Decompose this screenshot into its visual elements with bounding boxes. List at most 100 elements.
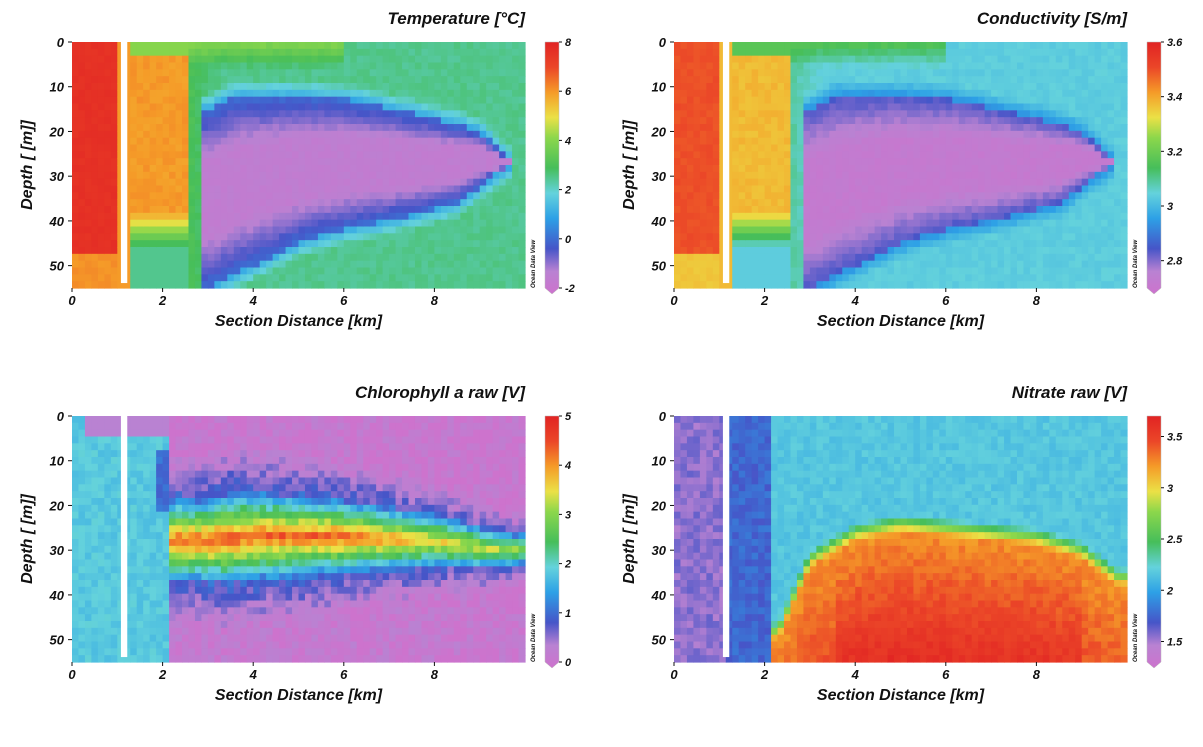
heatmap-cell [409,138,416,145]
heatmap-cell [706,117,713,124]
heatmap-cell [946,69,953,76]
heatmap-cell [350,90,357,97]
heatmap-cell [823,227,830,234]
heatmap-cell [706,220,713,227]
heatmap-cell [467,63,474,70]
heatmap-cell [1030,110,1037,117]
heatmap-cell [680,199,687,206]
heatmap-cell [311,179,318,186]
heatmap-cell [441,63,448,70]
heatmap-cell [260,220,267,227]
heatmap-cell [318,268,325,275]
heatmap-cell [881,254,888,261]
heatmap-cell [176,69,183,76]
heatmap-cell [1004,192,1011,199]
heatmap-cell [176,110,183,117]
heatmap-cell [758,240,765,247]
heatmap-cell [765,186,772,193]
heatmap-cell [758,206,765,213]
heatmap-cell [797,90,804,97]
heatmap-cell [939,42,946,49]
heatmap-cell [519,274,526,281]
heatmap-cell [98,131,105,138]
heatmap-cell [176,233,183,240]
heatmap-cell [195,172,202,179]
heatmap-cell [273,261,280,268]
heatmap-cell [855,131,862,138]
heatmap-cell [286,172,293,179]
heatmap-cell [907,145,914,152]
heatmap-cell [389,247,396,254]
heatmap-cell [972,233,979,240]
heatmap-cell [1043,69,1050,76]
heatmap-cell [1030,220,1037,227]
heatmap-cell [823,220,830,227]
heatmap-cell [318,138,325,145]
heatmap-cell [130,274,137,281]
heatmap-cell [965,49,972,56]
heatmap-cell [959,63,966,70]
heatmap-cell [1062,233,1069,240]
heatmap-cell [829,83,836,90]
heatmap-cell [1049,117,1056,124]
heatmap-cell [810,124,817,131]
heatmap-cell [1075,213,1082,220]
heatmap-cell [1023,145,1030,152]
heatmap-cell [344,110,351,117]
heatmap-cell [797,110,804,117]
heatmap-cell [85,206,92,213]
heatmap-cell [383,254,390,261]
heatmap-cell [1023,117,1030,124]
heatmap-cell [1023,104,1030,111]
heatmap-cell [389,220,396,227]
heatmap-cell [169,268,176,275]
heatmap-cell [991,240,998,247]
heatmap-cell [810,131,817,138]
heatmap-cell [985,124,992,131]
heatmap-cell [421,172,428,179]
heatmap-cell [823,104,830,111]
heatmap-cell [972,281,979,288]
heatmap-cell [143,179,150,186]
heatmap-cell [680,240,687,247]
heatmap-cell [506,192,513,199]
heatmap-cell [143,165,150,172]
heatmap-cell [376,69,383,76]
heatmap-cell [344,274,351,281]
heatmap-cell [208,97,215,104]
heatmap-cell [91,274,98,281]
heatmap-cell [311,199,318,206]
heatmap-cell [363,268,370,275]
heatmap-cell [816,76,823,83]
heatmap-cell [888,69,895,76]
heatmap-cell [195,151,202,158]
heatmap-cell [480,104,487,111]
heatmap-cell [1069,56,1076,63]
heatmap-cell [978,199,985,206]
heatmap-cell [499,69,506,76]
heatmap-cell [778,42,785,49]
heatmap-cell [816,158,823,165]
heatmap-cell [240,192,247,199]
heatmap-cell [1030,104,1037,111]
heatmap-cell [467,206,474,213]
heatmap-cell [732,117,739,124]
heatmap-cell [163,274,170,281]
heatmap-cell [506,281,513,288]
heatmap-cell [933,206,940,213]
heatmap-cell [998,145,1005,152]
heatmap-cell [156,165,163,172]
heatmap-cell [98,172,105,179]
heatmap-cell [286,110,293,117]
heatmap-cell [713,83,720,90]
heatmap-cell [389,42,396,49]
heatmap-cell [972,247,979,254]
heatmap-cell [752,165,759,172]
heatmap-cell [1108,49,1115,56]
heatmap-cell [409,227,416,234]
heatmap-cell [1049,151,1056,158]
heatmap-cell [888,268,895,275]
heatmap-cell [1082,138,1089,145]
heatmap-cell [467,42,474,49]
heatmap-cell [176,145,183,152]
